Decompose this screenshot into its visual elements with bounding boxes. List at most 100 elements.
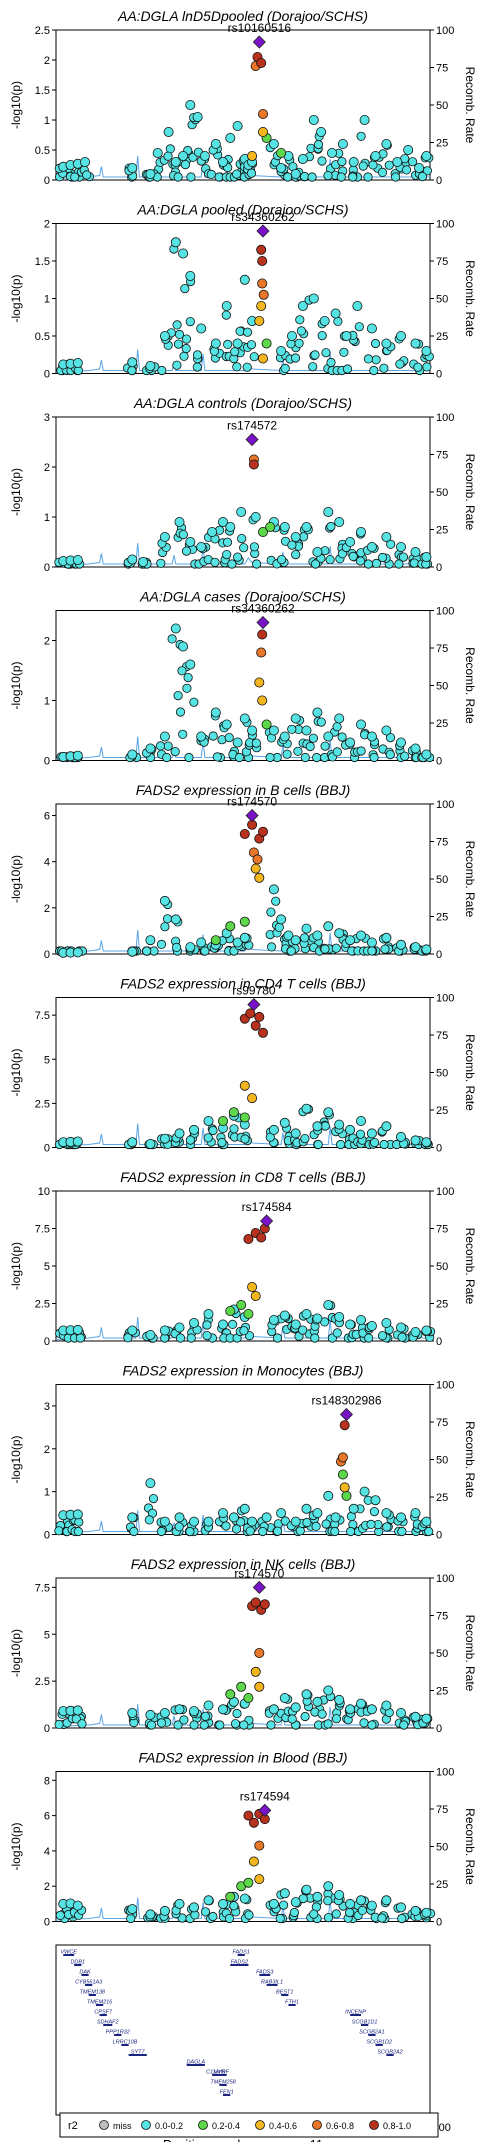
recomb-tick-label: 100 xyxy=(436,1186,454,1198)
snp-point xyxy=(174,1128,185,1139)
snp-point xyxy=(290,713,301,724)
snp-point-bg xyxy=(258,1526,268,1537)
snp-point-bg xyxy=(200,1907,211,1917)
snp-point-bg xyxy=(242,362,252,372)
snp-point-bg xyxy=(385,749,395,760)
snp-point xyxy=(261,1512,272,1523)
recomb-axis-label: Recomb. Rate xyxy=(463,1228,477,1305)
y-tick-label: 2 xyxy=(44,1444,50,1456)
snp-point xyxy=(421,944,432,955)
snp-point xyxy=(312,707,323,718)
snp-point xyxy=(256,58,267,69)
snp-point-bg xyxy=(380,944,390,954)
snp-point xyxy=(355,1895,366,1906)
snp-point-bg xyxy=(332,1328,342,1338)
snp-point-bg xyxy=(308,362,318,372)
snp-point xyxy=(174,517,185,528)
snp-point xyxy=(159,1905,170,1916)
snp-point xyxy=(301,1503,312,1514)
snp-point xyxy=(257,826,268,837)
recomb-tick-label: 50 xyxy=(436,1068,448,1080)
snp-point-bg xyxy=(295,315,305,325)
snp-point-bg xyxy=(379,1139,389,1150)
snp-point xyxy=(254,1011,265,1022)
snp-point xyxy=(188,1706,199,1717)
snp-point xyxy=(355,719,366,730)
snp-point xyxy=(410,1508,421,1519)
snp-point xyxy=(174,1898,185,1909)
recomb-tick-label: 0 xyxy=(436,756,442,768)
snp-point-bg xyxy=(174,329,185,339)
snp-point xyxy=(254,1681,265,1692)
y-tick-label: 1.5 xyxy=(35,256,50,268)
snp-point xyxy=(127,1904,138,1915)
snp-point-bg xyxy=(236,1517,246,1527)
snp-point xyxy=(381,932,392,943)
snp-point-bg xyxy=(300,1711,310,1722)
snp-point xyxy=(256,300,267,311)
snp-point xyxy=(248,459,259,470)
snp-point-bg xyxy=(224,1913,235,1924)
legend-swatch xyxy=(141,2120,151,2130)
snp-point-bg xyxy=(185,1135,195,1145)
snp-point-bg xyxy=(320,944,330,954)
snp-point xyxy=(232,338,243,349)
snp-point xyxy=(381,1318,392,1329)
chart-title: FADS2 expression in CD4 T cells (BBJ) xyxy=(120,976,366,992)
snp-point-bg xyxy=(364,1333,374,1343)
snp-point xyxy=(395,1708,406,1719)
snp-point-bg xyxy=(335,1139,346,1150)
snp-point xyxy=(395,330,406,341)
snp-point-bg xyxy=(173,339,184,349)
snp-point-bg xyxy=(272,1526,283,1536)
y-tick-label: 2.5 xyxy=(35,25,50,37)
snp-point xyxy=(381,1895,392,1906)
snp-point xyxy=(159,1133,170,1144)
snp-point-bg xyxy=(249,352,259,362)
legend-label: 0.2-0.4 xyxy=(212,2121,240,2131)
snp-point xyxy=(421,749,432,760)
snp-point-bg xyxy=(173,172,183,182)
recomb-axis-label: Recomb. Rate xyxy=(463,1615,477,1692)
snp-point xyxy=(323,1300,334,1311)
snp-point xyxy=(257,353,268,364)
snp-point xyxy=(145,168,156,179)
snp-point-bg xyxy=(155,741,166,751)
snp-point xyxy=(395,939,406,950)
y-axis-label: -log10(p) xyxy=(9,1822,23,1870)
snp-point xyxy=(290,532,301,543)
snp-point-bg xyxy=(320,741,330,751)
recomb-tick-label: 100 xyxy=(436,993,454,1005)
snp-point xyxy=(268,1315,279,1326)
snp-point-bg xyxy=(215,1720,225,1730)
snp-point xyxy=(370,1495,381,1506)
snp-point xyxy=(334,1694,345,1705)
y-tick-label: 0 xyxy=(44,369,50,381)
gene-label: SCGB2A2 xyxy=(377,2050,402,2056)
snp-point-bg xyxy=(287,540,297,550)
snp-point-bg xyxy=(221,1521,231,1531)
chart-title: AA:DGLA pooled (Dorajoo/SCHS) xyxy=(136,202,348,218)
snp-point-bg xyxy=(298,1325,308,1335)
snp-point xyxy=(225,522,236,533)
snp-point-bg xyxy=(294,338,304,348)
r2-legend: r2 miss 0.0-0.2 0.2-0.4 0.4-0.6 0.6-0.8 0.8-1.… xyxy=(59,2112,439,2138)
snp-point-bg xyxy=(172,360,182,370)
snp-point-bg xyxy=(366,1519,376,1530)
snp-point-bg xyxy=(382,1522,392,1532)
snp-point-bg xyxy=(313,139,324,150)
snp-point xyxy=(127,1512,138,1523)
chart-title: FADS2 expression in Blood (BBJ) xyxy=(138,1750,347,1766)
snp-point xyxy=(366,542,377,553)
snp-point-bg xyxy=(333,316,343,326)
snp-point-bg xyxy=(424,1526,434,1537)
snp-point-bg xyxy=(73,1526,83,1537)
snp-point-bg xyxy=(189,1720,199,1730)
snp-point xyxy=(297,153,308,164)
snp-point xyxy=(261,338,272,349)
gene-label: MYRF xyxy=(213,2070,229,2076)
snp-point-bg xyxy=(377,1913,387,1923)
snp-point xyxy=(352,300,363,311)
y-tick-label: 0 xyxy=(44,1336,50,1348)
snp-point xyxy=(268,725,279,736)
